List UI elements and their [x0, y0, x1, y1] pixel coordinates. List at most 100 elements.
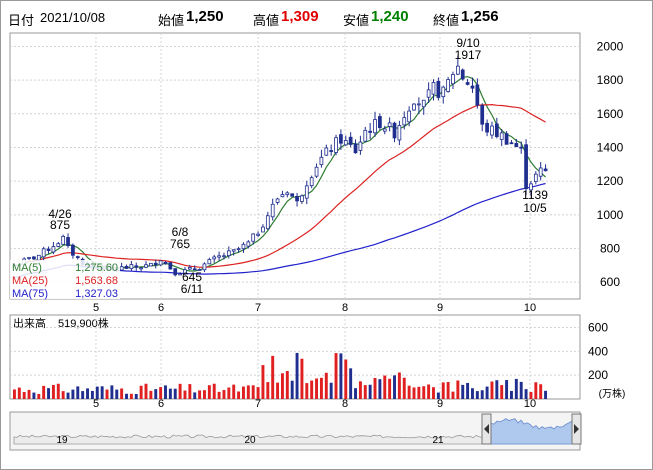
volume-bar — [378, 379, 382, 399]
annotation-date: 4/26 — [48, 207, 72, 221]
candle-body — [538, 167, 543, 177]
candle-body — [290, 193, 295, 197]
candle-body — [158, 260, 163, 266]
candle-body — [129, 264, 134, 270]
candle — [529, 181, 533, 197]
volume-bar — [139, 385, 143, 399]
volume-bar — [412, 387, 416, 399]
candle-body — [300, 195, 304, 202]
candle — [129, 260, 134, 272]
volume-bar — [436, 392, 440, 399]
candle-body — [71, 244, 75, 256]
volume-bar — [47, 388, 51, 399]
candle — [163, 260, 168, 265]
open-value: 1,250 — [186, 8, 224, 25]
candle — [382, 125, 387, 135]
candle — [290, 193, 295, 197]
candle — [421, 99, 426, 115]
candle — [149, 262, 153, 267]
volume-bar — [500, 385, 504, 399]
candle — [66, 233, 70, 248]
volume-bar — [407, 385, 411, 399]
volume-bar — [222, 389, 226, 399]
candle-body — [134, 265, 139, 268]
date-label: 日付 — [8, 13, 35, 28]
volume-bar — [446, 382, 450, 399]
candle — [524, 139, 528, 196]
candle — [348, 132, 353, 148]
candle-body — [421, 99, 426, 108]
volume-bar — [402, 377, 406, 399]
ma25-line — [29, 103, 546, 268]
volume-bar — [144, 383, 148, 399]
candle — [158, 260, 163, 267]
candle-body — [485, 122, 489, 133]
candle — [490, 121, 494, 139]
volume-bar — [461, 384, 465, 399]
volume-bar — [115, 389, 119, 399]
ma75-label: MA(75) — [12, 288, 48, 300]
candle — [407, 106, 411, 127]
volume-bar — [183, 390, 187, 399]
candle-body — [465, 82, 470, 85]
volume-bar — [280, 373, 284, 399]
candle-body — [324, 147, 329, 156]
candle — [324, 144, 329, 156]
candle — [246, 240, 251, 249]
candle-body — [236, 248, 241, 251]
volume-bar — [432, 387, 435, 399]
volume-bar — [22, 392, 26, 399]
chevron-right-icon — [574, 424, 579, 434]
volume-month-label: 6 — [158, 398, 164, 410]
candle — [231, 249, 236, 256]
candle — [168, 262, 173, 270]
volume-bar — [393, 375, 396, 399]
price-panel — [9, 32, 581, 300]
candle — [236, 246, 241, 253]
candle-body — [451, 74, 455, 85]
candle-body — [27, 257, 31, 259]
candle-body — [144, 264, 148, 268]
volume-bar — [519, 381, 523, 399]
low-label: 安値 — [343, 13, 370, 28]
candle-body — [499, 132, 504, 140]
volume-bar — [217, 391, 221, 399]
candle — [212, 254, 217, 263]
volume-tick-label: 400 — [588, 344, 608, 358]
volume-bar — [76, 386, 80, 399]
volume-bar — [514, 378, 518, 399]
candle — [499, 128, 504, 147]
candle-body — [280, 194, 285, 198]
candle-body — [119, 266, 124, 271]
month-tick-label: 10 — [524, 302, 536, 314]
volume-bar — [159, 387, 163, 399]
volume-bar — [295, 352, 299, 399]
candle-body — [51, 246, 56, 253]
candle — [309, 175, 314, 189]
chevron-left-icon — [484, 424, 489, 434]
volume-bar — [339, 353, 343, 399]
volume-bar — [451, 391, 455, 399]
price-tick-label: 600 — [600, 275, 620, 289]
candle — [27, 257, 31, 261]
annotation-date: 6/8 — [172, 225, 189, 239]
candle — [431, 79, 436, 101]
candle-body — [509, 142, 514, 145]
volume-bar — [354, 388, 357, 399]
candle — [280, 190, 285, 198]
candle — [119, 262, 124, 271]
volume-month-label: 5 — [93, 398, 99, 410]
candle — [368, 122, 373, 140]
candle — [470, 77, 475, 93]
candle-body — [392, 122, 397, 139]
candle-body — [348, 136, 353, 145]
volume-bar — [129, 393, 133, 399]
candle-body — [407, 110, 411, 123]
candle-body — [207, 259, 212, 265]
volume-bar — [417, 386, 421, 399]
candle — [426, 82, 431, 103]
volume-bar — [285, 371, 289, 399]
high-value: 1,309 — [281, 8, 319, 25]
volume-label: 出来高 — [13, 316, 46, 330]
candle — [514, 138, 519, 148]
